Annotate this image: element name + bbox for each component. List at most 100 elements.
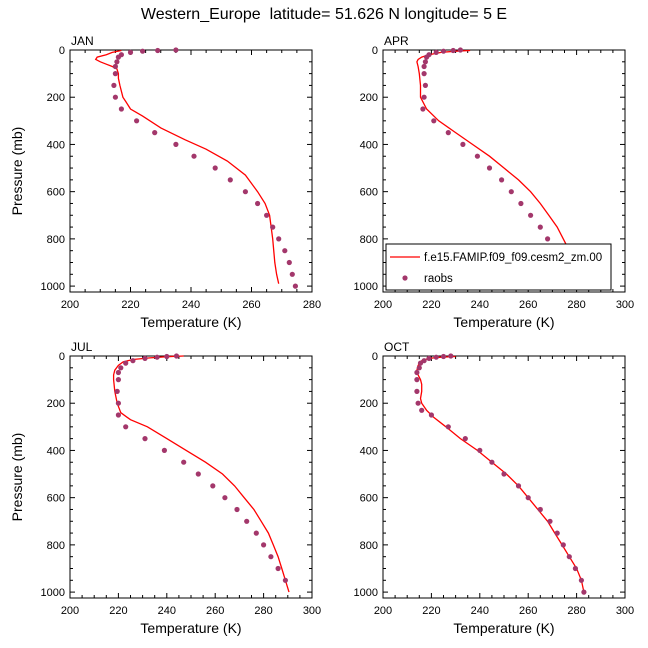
legend-obs-label: raobs (424, 273, 453, 285)
legend-model-label: f.e15.FAMIP.f09_f09.cesm2_zm.00 (424, 252, 602, 264)
model-series-line (94, 49, 280, 284)
obs-data-point (261, 542, 267, 548)
y-tick-label: 0 (59, 45, 65, 57)
obs-data-point (118, 365, 124, 371)
obs-data-point (537, 506, 543, 513)
obs-data-point (554, 530, 560, 536)
obs-data-point (292, 283, 298, 289)
obs-data-point (462, 436, 468, 442)
x-tick-label: 200 (61, 605, 79, 617)
obs-data-point (154, 354, 160, 360)
x-tick-label: 220 (422, 299, 440, 311)
y-tick-label: 1000 (41, 587, 65, 599)
obs-data-point (244, 518, 250, 524)
plot-frame (69, 355, 313, 599)
obs-data-point (518, 200, 524, 207)
x-axis-label: Temperature (K) (453, 620, 554, 636)
obs-data-point (253, 530, 259, 536)
obs-data-point (115, 54, 121, 60)
x-tick-label: 300 (616, 605, 634, 617)
obs-data-point (270, 224, 276, 230)
obs-data-point (460, 141, 466, 147)
x-tick-label: 240 (158, 605, 176, 617)
y-tick-label: 400 (47, 445, 65, 457)
obs-data-point (545, 236, 551, 242)
obs-data-point (155, 47, 161, 54)
panel-label: JUL (71, 340, 93, 354)
obs-data-point (421, 94, 427, 100)
obs-data-point (161, 447, 167, 453)
panel-oct: 200 220 240 260 280 300 0 200 400 600 800 1000 Tempe… (354, 340, 635, 636)
obs-data-point (268, 554, 274, 560)
obs-data-point (419, 407, 425, 413)
obs-data-point (424, 54, 430, 60)
y-tick-label: 800 (360, 234, 378, 246)
obs-data-point (134, 118, 140, 124)
obs-data-point (448, 353, 454, 359)
x-tick-label: 280 (567, 299, 585, 311)
y-tick-label: 0 (372, 351, 378, 363)
obs-data-point (433, 354, 439, 360)
obs-data-point (457, 47, 463, 53)
obs-data-point (111, 82, 117, 88)
y-tick-label: 200 (47, 92, 65, 104)
y-tick-label: 600 (47, 493, 65, 505)
obs-data-point (417, 360, 424, 366)
y-tick-label: 1000 (41, 281, 65, 293)
obs-data-point (515, 483, 522, 489)
obs-data-point (114, 59, 120, 65)
legend-marker-swatch (402, 275, 408, 281)
plot-frame (69, 49, 313, 293)
obs-data-point (440, 353, 447, 360)
x-tick-label: 280 (303, 299, 321, 311)
x-tick-label: 260 (519, 299, 537, 311)
obs-data-point (242, 189, 248, 195)
obs-data-point (486, 165, 493, 171)
obs-data-point (547, 518, 553, 524)
panel-label: APR (384, 34, 409, 48)
obs-data-point (282, 577, 288, 583)
obs-data-point (421, 63, 427, 70)
obs-data-point (123, 424, 129, 430)
y-tick-label: 800 (360, 540, 378, 552)
obs-data-point (140, 48, 146, 54)
panel-apr: 200 220 240 260 280 300 0 200 400 600 800 1000 Tempe… (354, 34, 635, 330)
obs-data-point (537, 224, 543, 230)
obs-data-point (450, 47, 456, 54)
x-tick-label: 240 (182, 299, 200, 311)
obs-data-point (581, 589, 587, 595)
obs-data-point (115, 400, 121, 406)
obs-data-point (181, 459, 187, 465)
obs-data-point (112, 94, 118, 100)
obs-data-point (227, 177, 233, 183)
obs-data-point (528, 212, 534, 218)
obs-data-point (445, 130, 451, 136)
x-tick-label: 220 (422, 605, 440, 617)
obs-data-point (275, 565, 281, 572)
obs-data-point (173, 47, 179, 53)
obs-data-point (421, 71, 427, 77)
obs-data-point (416, 365, 422, 371)
y-tick-label: 200 (360, 92, 378, 104)
obs-data-point (445, 424, 451, 430)
legend-box (385, 243, 612, 291)
obs-data-point (422, 59, 428, 65)
x-tick-label: 240 (471, 605, 489, 617)
model-series-line (416, 49, 583, 287)
obs-data-point (142, 355, 148, 361)
obs-data-point (130, 358, 136, 364)
y-tick-label: 400 (360, 445, 378, 457)
obs-data-point (286, 259, 292, 266)
panel-label: JAN (71, 34, 94, 48)
obs-data-point (499, 177, 505, 183)
x-tick-label: 220 (121, 299, 139, 311)
y-tick-label: 200 (47, 398, 65, 410)
obs-data-point (118, 106, 124, 112)
obs-data-point (173, 353, 180, 359)
x-tick-label: 260 (242, 299, 260, 311)
obs-data-point (474, 153, 480, 159)
obs-data-point (112, 63, 118, 70)
x-axis-label: Temperature (K) (140, 314, 241, 330)
y-tick-label: 1000 (354, 587, 378, 599)
